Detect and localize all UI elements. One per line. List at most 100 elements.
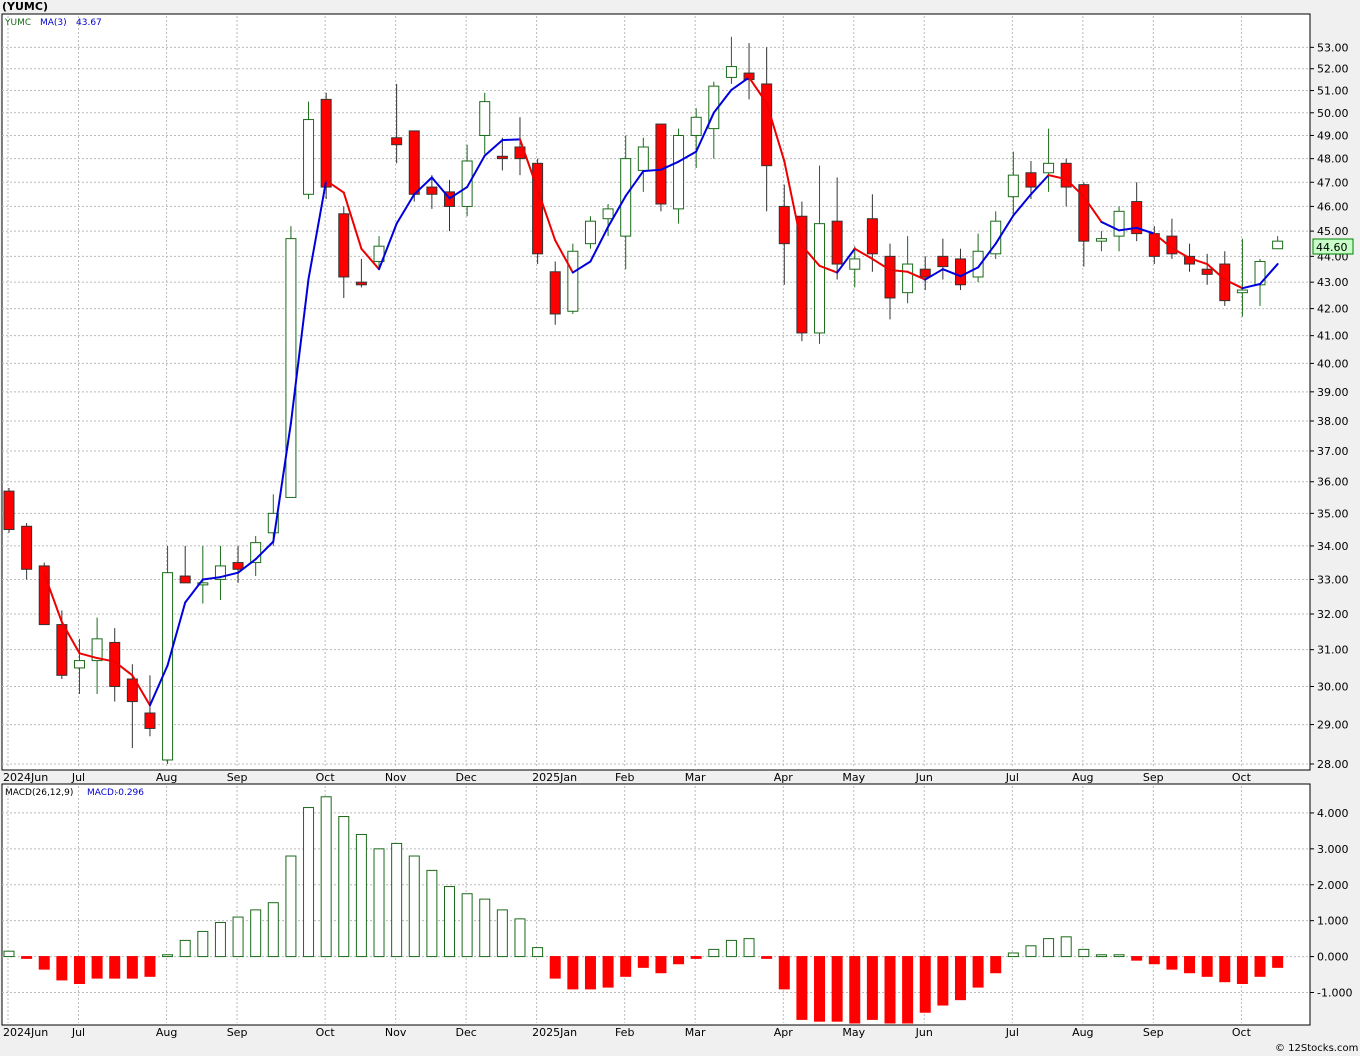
- candle: [831, 177, 843, 280]
- price-tick-label: 30.00: [1317, 680, 1349, 693]
- candle: [743, 43, 755, 100]
- candle-body-up: [285, 238, 297, 498]
- price-tick-label: 43.00: [1317, 276, 1349, 289]
- candle-body-down: [496, 155, 508, 160]
- ma-segment: [1029, 174, 1050, 196]
- macd-histogram: [3, 796, 1284, 1024]
- macd-tick-label: 4.000: [1317, 807, 1349, 820]
- candle: [902, 236, 914, 304]
- candle-body-up: [1272, 240, 1284, 250]
- macd-bar-negative: [1184, 956, 1196, 974]
- candle-body-up: [479, 101, 491, 136]
- macd-bar-positive: [514, 918, 526, 958]
- candle-body-up: [1095, 238, 1107, 242]
- macd-x-label: Dec: [455, 1026, 476, 1039]
- ma-segment: [1223, 278, 1244, 290]
- candle: [303, 101, 315, 200]
- candle-body-up: [1043, 162, 1055, 174]
- ma-segment: [430, 176, 451, 200]
- price-x-label: Jun: [915, 771, 933, 784]
- macd-bar-positive: [1007, 952, 1019, 958]
- candle: [91, 617, 103, 695]
- macd-bar-positive: [1025, 945, 1037, 958]
- ma-segment: [730, 76, 751, 91]
- ma-segment: [712, 88, 733, 114]
- candle-body-down: [355, 281, 367, 286]
- macd-x-label: Jul: [71, 1026, 85, 1039]
- price-x-label: May: [842, 771, 865, 784]
- macd-bar-negative: [91, 956, 103, 979]
- candle-body-down: [655, 123, 667, 205]
- macd-bar-negative: [972, 956, 984, 988]
- candle: [179, 545, 191, 584]
- candle-body-up: [673, 134, 685, 210]
- ma-segment: [800, 244, 821, 267]
- candle: [532, 158, 544, 265]
- price-tick-label: 36.00: [1317, 476, 1349, 489]
- macd-bar-negative: [814, 956, 826, 1022]
- candle-body-up: [902, 263, 914, 294]
- macd-bar-positive: [461, 893, 473, 958]
- candle-body-up: [1236, 289, 1248, 294]
- ma-segment: [1259, 263, 1279, 286]
- price-tick-label: 28.00: [1317, 758, 1349, 771]
- ma-segment: [571, 260, 592, 274]
- candle: [214, 545, 226, 601]
- macd-x-label: Aug: [156, 1026, 177, 1039]
- ma-segment: [166, 601, 187, 667]
- price-x-label: Jul: [71, 771, 85, 784]
- price-tick-label: 50.00: [1317, 107, 1349, 120]
- candle-body-up: [1113, 210, 1125, 237]
- candle-body-up: [91, 638, 103, 662]
- candle-body-down: [761, 83, 773, 167]
- macd-bar-negative: [761, 956, 773, 959]
- macd-legend-label: MACD:: [87, 788, 117, 798]
- candle: [1043, 128, 1055, 192]
- ma-segment: [254, 540, 275, 561]
- candle: [461, 144, 473, 217]
- moving-average-line: [43, 76, 1279, 707]
- macd-bar-negative: [796, 956, 808, 1020]
- candle-body-down: [3, 490, 15, 531]
- macd-bar-positive: [743, 938, 755, 958]
- ma-segment: [360, 247, 381, 271]
- ma-segment: [1170, 246, 1191, 260]
- price-tick-label: 34.00: [1317, 540, 1349, 553]
- candle-body-down: [232, 562, 244, 570]
- candle-body-up: [1007, 174, 1019, 198]
- price-x-label: Jul: [1005, 771, 1019, 784]
- ma-segment: [1100, 220, 1121, 232]
- ma-segment: [624, 170, 645, 197]
- candle: [567, 243, 579, 314]
- candle: [778, 184, 790, 285]
- ma-segment: [307, 179, 328, 280]
- candle-body-up: [584, 220, 596, 245]
- candle: [584, 216, 596, 249]
- price-vertical-grid: [7, 16, 1242, 768]
- ma-segment: [748, 76, 768, 105]
- ma-segment: [201, 576, 222, 581]
- candle: [602, 203, 614, 237]
- candle-body-down: [532, 162, 544, 255]
- candle-body-up: [267, 512, 279, 534]
- ma-segment: [184, 578, 204, 604]
- macd-bar-positive: [250, 909, 262, 958]
- macd-bar-negative: [73, 956, 85, 984]
- current-price-label: 44.60: [1316, 241, 1348, 254]
- macd-bar-positive: [426, 869, 438, 958]
- macd-bar-positive: [285, 855, 297, 958]
- candle-body-up: [250, 542, 262, 564]
- ma-segment: [554, 239, 574, 274]
- candle-body-up: [637, 146, 649, 171]
- macd-x-label: Sep: [227, 1026, 248, 1039]
- ma-segment: [1206, 263, 1226, 281]
- candle-body-up: [725, 66, 737, 78]
- price-x-label: Oct: [316, 771, 336, 784]
- macd-x-label: Jul: [1005, 1026, 1019, 1039]
- price-x-label: 2025Jan: [532, 771, 577, 784]
- macd-y-axis: 4.000 3.000 2.000 1.000 0.000 -1.000: [1310, 807, 1352, 999]
- price-tick-label: 31.00: [1317, 644, 1349, 657]
- macd-bar-negative: [1201, 956, 1213, 977]
- ma-segment: [677, 150, 698, 163]
